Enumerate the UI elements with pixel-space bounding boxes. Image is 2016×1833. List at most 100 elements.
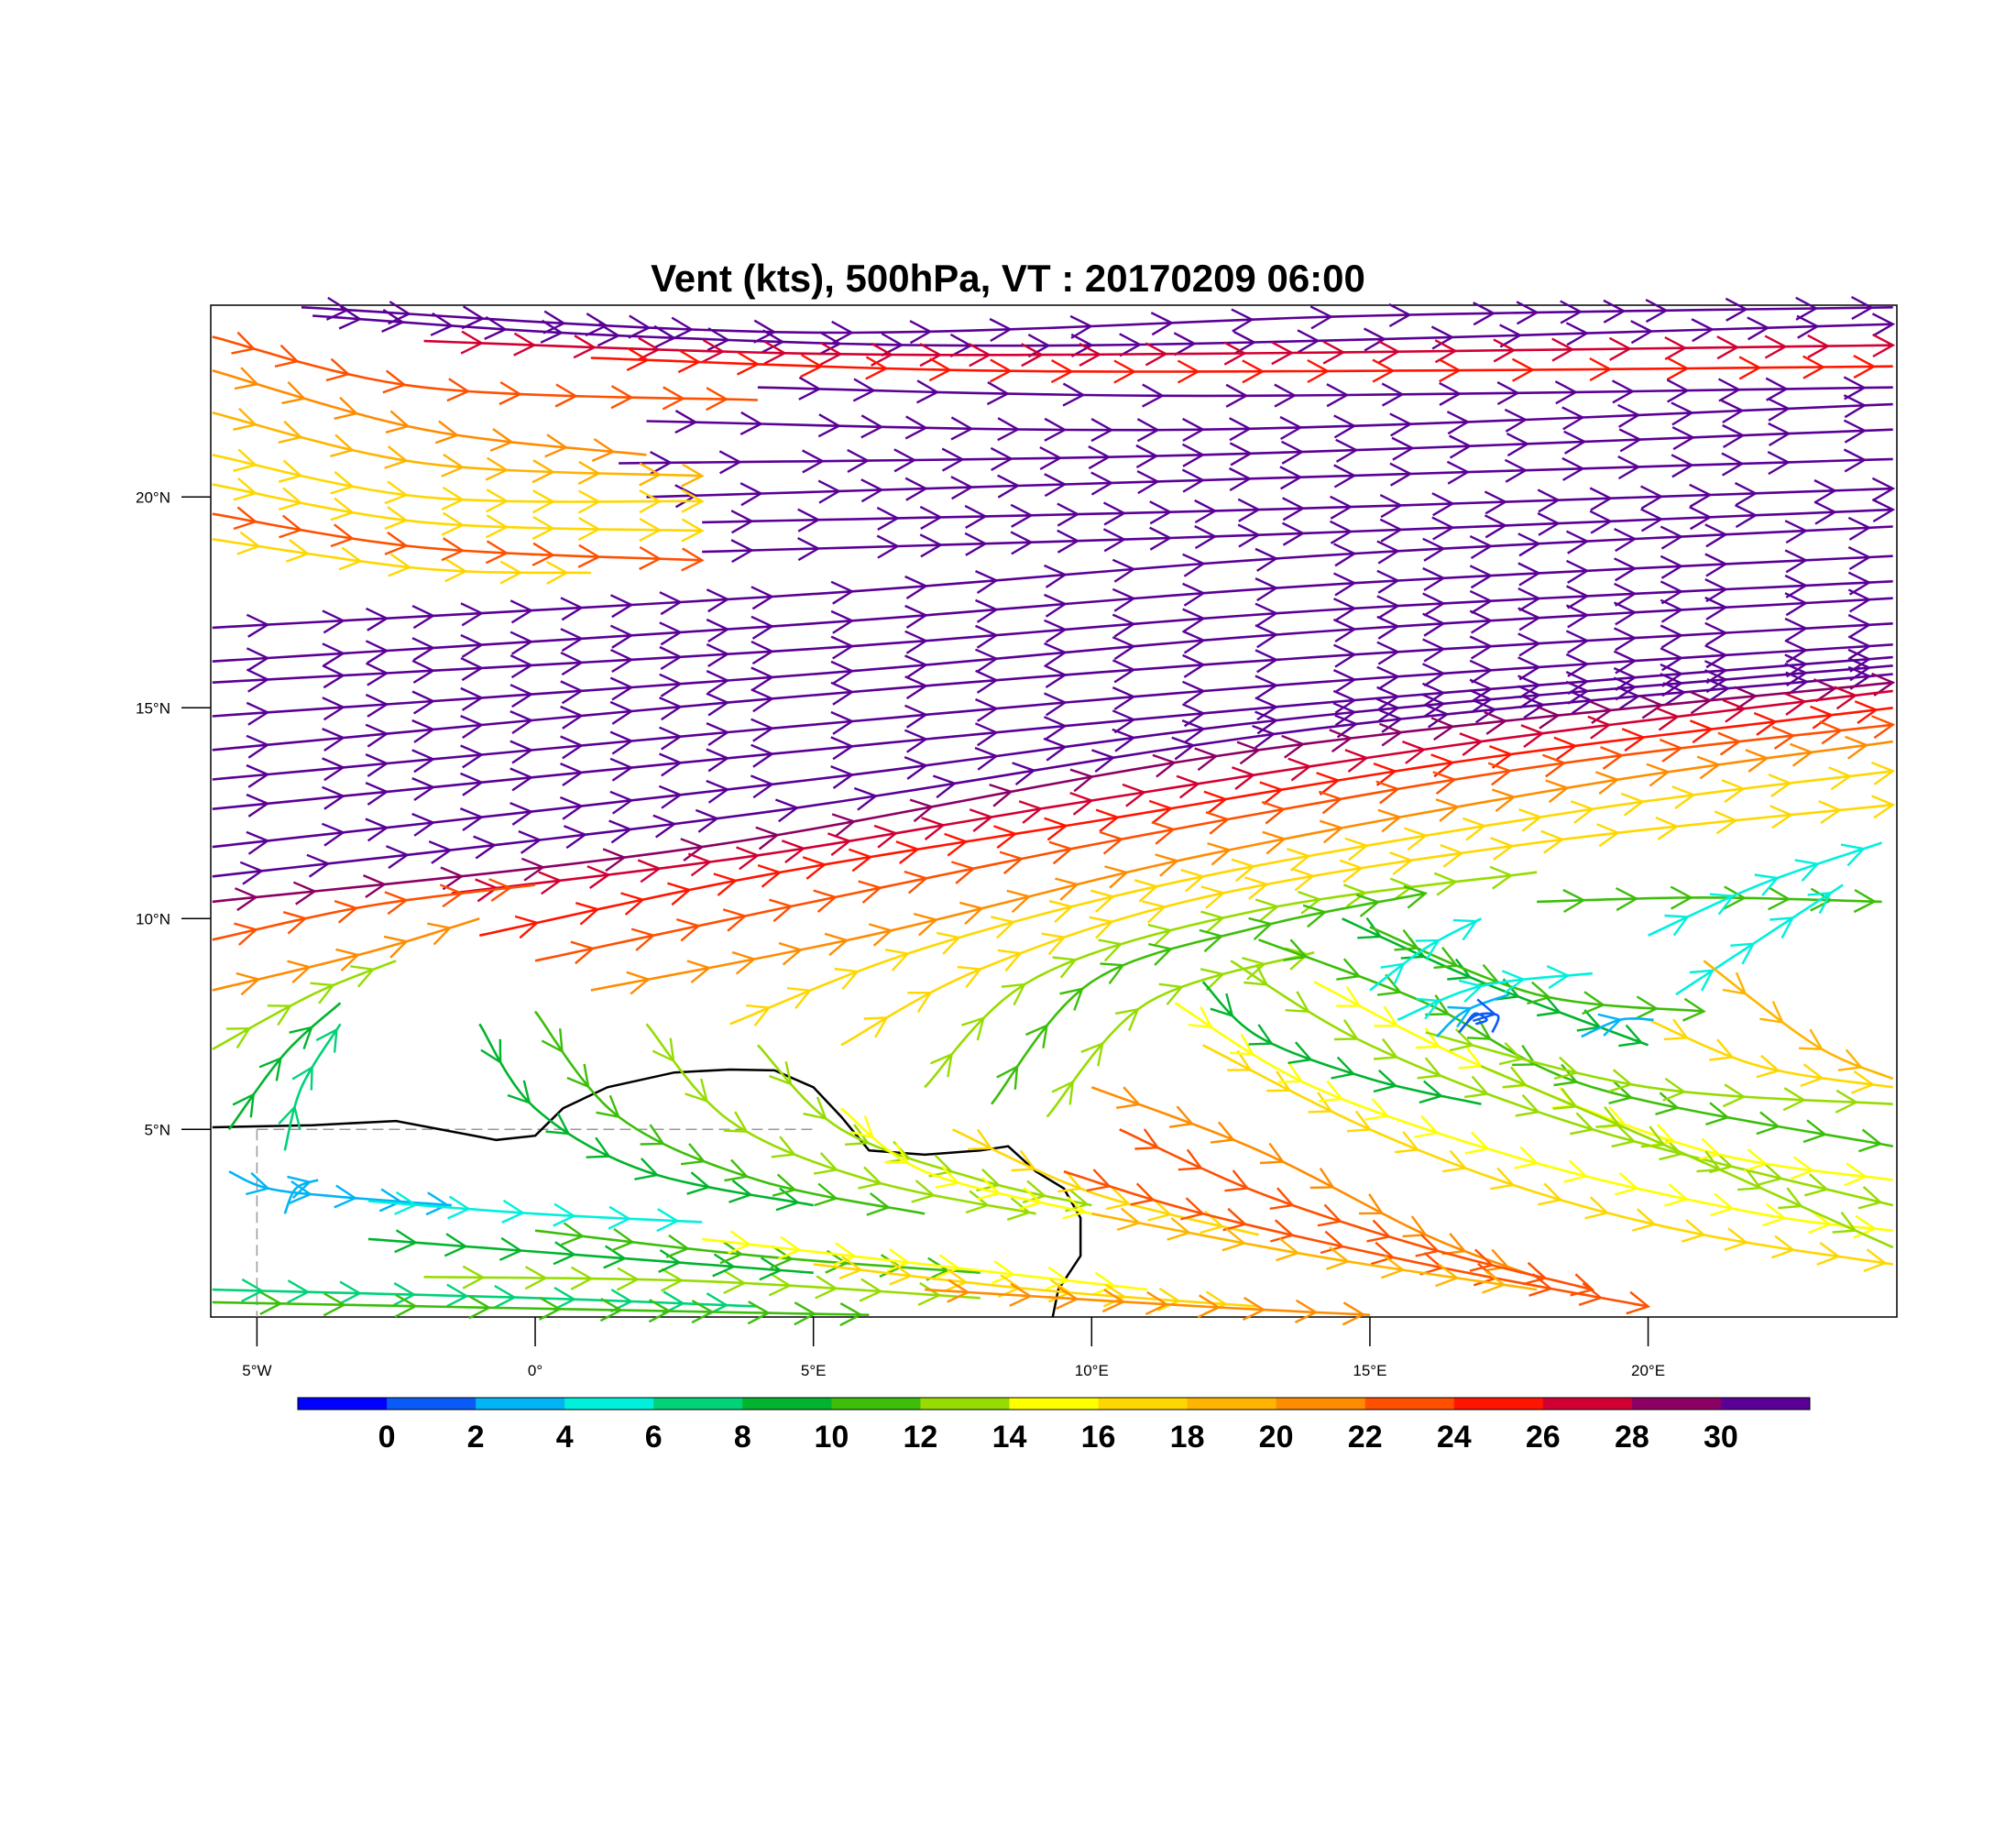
streamline-arrow [1290, 867, 1316, 892]
streamline-arrow [1044, 642, 1068, 666]
streamline-arrow [1857, 1186, 1883, 1210]
streamline-arrow [1691, 318, 1715, 343]
streamline [840, 795, 1896, 1047]
streamline [212, 588, 1893, 726]
streamline-arrow [1737, 1169, 1763, 1191]
streamline-arrow [1223, 341, 1247, 366]
streamline-arrow [1009, 1282, 1033, 1307]
streamline-arrow [1462, 817, 1487, 841]
streamline-arrow [1010, 503, 1034, 528]
streamline-arrow [1024, 1024, 1048, 1048]
streamline-arrow [597, 323, 621, 347]
streamline-arrow [1725, 297, 1749, 322]
streamline-arrow [1200, 968, 1226, 992]
streamline-arrow [1431, 516, 1455, 541]
streamline-arrow [1490, 837, 1515, 861]
streamline-arrow [1517, 685, 1541, 709]
streamline [212, 960, 397, 1051]
streamline-arrow [411, 749, 436, 774]
streamline-arrow [1027, 334, 1051, 358]
streamline-arrow [917, 1281, 942, 1306]
streamline [1174, 1002, 1893, 1239]
streamline-arrow [1135, 444, 1159, 469]
streamline-arrow [1252, 724, 1276, 749]
streamline-arrow [1112, 587, 1136, 612]
streamline-arrow [1565, 585, 1590, 609]
streamline-arrow [1375, 697, 1400, 722]
streamline-arrow [1600, 745, 1625, 770]
streamline-arrow [1237, 498, 1262, 522]
streamline-arrow [1048, 899, 1074, 924]
streamline-arrow [1845, 735, 1869, 760]
streamline-arrow [1302, 904, 1328, 928]
streamline-arrow [928, 357, 953, 382]
streamline-arrow [1541, 753, 1567, 778]
streamline [1466, 1012, 1488, 1026]
streamline [534, 1222, 981, 1281]
streamline-arrow [1112, 613, 1136, 638]
streamline-arrow [1546, 965, 1571, 990]
streamline-arrow [499, 1236, 523, 1261]
streamline [212, 407, 705, 488]
streamline-arrow [1514, 1146, 1539, 1169]
colorbar-swatch [1009, 1398, 1100, 1410]
streamline-arrow [460, 657, 485, 682]
streamline-arrow [1145, 1290, 1169, 1315]
streamline-arrow [849, 1114, 875, 1139]
streamline-arrow [585, 313, 609, 337]
colorbar-label: 28 [1615, 1420, 1649, 1454]
streamline-arrow [695, 808, 720, 833]
streamline-arrow [937, 1254, 961, 1279]
streamline [702, 477, 1896, 534]
streamline-arrow [944, 832, 969, 857]
streamline-arrow [975, 598, 999, 623]
streamline-arrow [1734, 686, 1759, 710]
streamline-arrow [388, 553, 412, 577]
streamline-arrow [1271, 341, 1295, 366]
streamline-arrow [1090, 889, 1115, 913]
streamline-arrow [1799, 1028, 1824, 1050]
streamline-arrow [484, 315, 509, 340]
streamline-arrow [637, 336, 661, 361]
streamline-arrow [278, 487, 303, 511]
streamline-arrow [1589, 357, 1613, 382]
streamline-arrow [1062, 382, 1086, 407]
streamline-arrow [761, 329, 785, 354]
streamline-arrow [1415, 938, 1441, 961]
streamline-arrow [1057, 1169, 1083, 1193]
streamline-arrow [911, 1180, 937, 1203]
streamline-arrow [573, 335, 597, 359]
streamline [212, 1290, 870, 1327]
streamline-arrow [731, 950, 757, 975]
streamline-arrow [278, 420, 303, 444]
streamline-arrow [394, 1229, 419, 1254]
streamline-arrow [1116, 1086, 1142, 1109]
streamline-arrow [830, 609, 855, 634]
streamline-arrow [287, 960, 312, 983]
colorbar-label: 2 [467, 1420, 485, 1454]
colorbar: 0 2 4 6 8 10 12 14 16 18 20 22 24 26 28 30 [297, 1397, 1811, 1454]
streamline-arrow [1255, 649, 1279, 674]
streamline-arrow [634, 1158, 660, 1180]
streamline-arrow [1102, 528, 1127, 553]
streamline-arrow [1147, 923, 1173, 948]
streamline-arrow [1055, 877, 1080, 901]
streamline-arrow [538, 871, 563, 895]
streamline-arrow [831, 813, 857, 837]
streamline-arrow [751, 718, 775, 742]
streamline [301, 295, 1893, 345]
streamline-arrow [1512, 1044, 1538, 1067]
streamline-arrow [659, 645, 683, 671]
streamline-arrow [868, 923, 893, 947]
streamline [1648, 1018, 1893, 1094]
streamline-arrow [1784, 520, 1809, 544]
streamline-arrow [1102, 501, 1127, 526]
streamline-arrow [915, 379, 940, 404]
streamline-arrow [1261, 800, 1287, 825]
streamline-arrow [1317, 1203, 1343, 1227]
streamline-arrow [753, 319, 777, 344]
streamline-arrow [1738, 356, 1762, 380]
streamline-arrow [485, 540, 509, 565]
streamline-arrow [830, 764, 855, 789]
streamline-arrow [919, 343, 943, 368]
